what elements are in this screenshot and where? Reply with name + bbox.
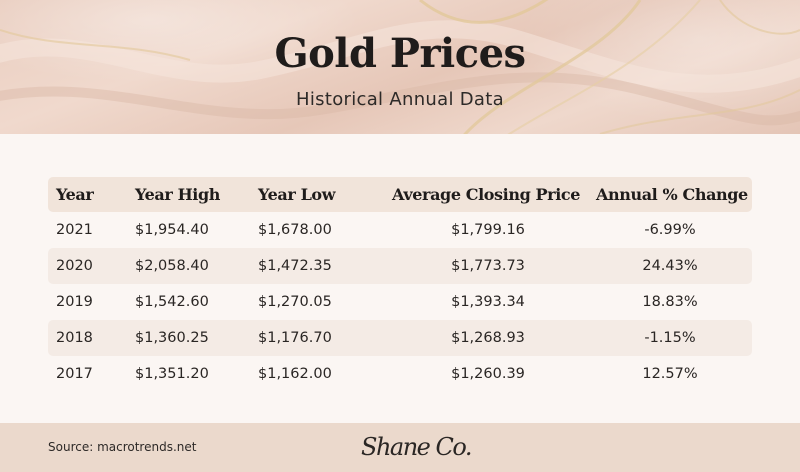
page-title: Gold Prices xyxy=(274,30,526,77)
page-subtitle: Historical Annual Data xyxy=(296,89,504,110)
table-row: 2020 $2,058.40 $1,472.35 $1,773.73 24.43… xyxy=(48,248,752,284)
table-row: 2019 $1,542.60 $1,270.05 $1,393.34 18.83… xyxy=(48,284,752,320)
cell-year-low: $1,162.00 xyxy=(258,366,332,382)
table-header-row: Year Year High Year Low Average Closing … xyxy=(48,177,752,212)
marble-background xyxy=(0,0,800,134)
cell-year-low: $1,678.00 xyxy=(258,222,332,238)
cell-year: 2021 xyxy=(56,222,93,238)
table-row: 2018 $1,360.25 $1,176.70 $1,268.93 -1.15… xyxy=(48,320,752,356)
cell-year-high: $1,542.60 xyxy=(135,294,209,310)
column-header-year: Year xyxy=(56,185,94,204)
cell-year-low: $1,270.05 xyxy=(258,294,332,310)
cell-year-low: $1,176.70 xyxy=(258,330,332,346)
cell-year-low: $1,472.35 xyxy=(258,258,332,274)
cell-annual-change: -1.15% xyxy=(644,330,696,346)
table-row: 2021 $1,954.40 $1,678.00 $1,799.16 -6.99… xyxy=(48,212,752,248)
cell-year: 2020 xyxy=(56,258,93,274)
cell-average-closing-price: $1,268.93 xyxy=(451,330,525,346)
cell-average-closing-price: $1,799.16 xyxy=(451,222,525,238)
cell-year: 2017 xyxy=(56,366,93,382)
cell-year: 2018 xyxy=(56,330,93,346)
cell-year-high: $2,058.40 xyxy=(135,258,209,274)
column-header-year-low: Year Low xyxy=(258,185,336,204)
column-header-year-high: Year High xyxy=(135,185,220,204)
cell-annual-change: 18.83% xyxy=(642,294,698,310)
header-banner: Gold Prices Historical Annual Data xyxy=(0,0,800,134)
column-header-average-closing-price: Average Closing Price xyxy=(392,185,580,204)
cell-year: 2019 xyxy=(56,294,93,310)
cell-annual-change: 24.43% xyxy=(642,258,698,274)
cell-annual-change: 12.57% xyxy=(642,366,698,382)
cell-average-closing-price: $1,393.34 xyxy=(451,294,525,310)
cell-average-closing-price: $1,260.39 xyxy=(451,366,525,382)
footer-bar: Source: macrotrends.net Shane Co. xyxy=(0,423,800,472)
cell-year-high: $1,351.20 xyxy=(135,366,209,382)
gold-prices-table: Year Year High Year Low Average Closing … xyxy=(48,177,752,392)
cell-year-high: $1,954.40 xyxy=(135,222,209,238)
column-header-annual-change: Annual % Change xyxy=(596,185,748,204)
cell-average-closing-price: $1,773.73 xyxy=(451,258,525,274)
table-row: 2017 $1,351.20 $1,162.00 $1,260.39 12.57… xyxy=(48,356,752,392)
cell-annual-change: -6.99% xyxy=(644,222,696,238)
brand-logo: Shane Co. xyxy=(361,433,473,461)
cell-year-high: $1,360.25 xyxy=(135,330,209,346)
source-credit: Source: macrotrends.net xyxy=(48,440,197,454)
